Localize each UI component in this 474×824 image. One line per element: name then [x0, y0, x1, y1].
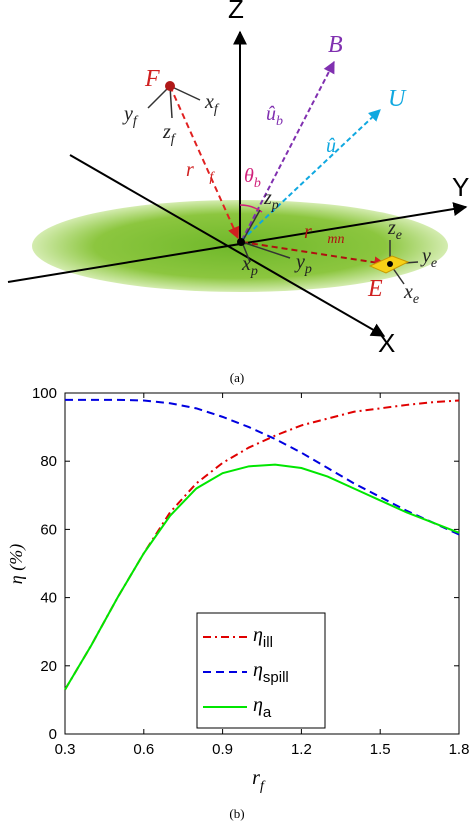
x-axis-label: rf [252, 767, 266, 794]
label: r⃗f [186, 159, 215, 185]
label: xe [403, 281, 419, 307]
label: X [378, 328, 395, 358]
label: θb [244, 165, 261, 191]
label: yf [122, 103, 139, 129]
aperture-disc [32, 200, 448, 292]
x-tick-label: 1.2 [291, 741, 312, 758]
legend-sub: spill [263, 669, 289, 686]
label: ze [387, 217, 402, 243]
y-tick-label: 100 [32, 385, 57, 402]
legend-label: ηa [253, 694, 272, 721]
legend [196, 612, 326, 729]
x-tick-label: 1.8 [449, 741, 470, 758]
element-point [387, 261, 393, 267]
label: xf [204, 91, 220, 117]
label: r⃗mn [304, 221, 344, 247]
label: yp [294, 251, 312, 277]
y-tick-label: 0 [49, 726, 57, 743]
caption: (a) [230, 370, 244, 385]
theta-arc [239, 204, 263, 213]
origin-point [237, 238, 245, 246]
label: zf [162, 121, 177, 147]
y-tick-label: 20 [40, 658, 57, 675]
ub-vector [241, 60, 335, 241]
legend-symbol: η [253, 624, 263, 646]
caption: (b) [229, 806, 244, 821]
label: U [388, 86, 407, 112]
label: Y [452, 172, 469, 202]
y-tick-label: 40 [40, 590, 57, 607]
y-axis [7, 202, 468, 283]
label: ye [420, 245, 437, 271]
label: B [328, 32, 343, 58]
y-tick-label: 80 [40, 453, 57, 470]
feed-point [165, 81, 175, 91]
label: E [367, 276, 383, 302]
label: zp [263, 187, 279, 213]
x-tick-label: 0.6 [133, 741, 154, 758]
y-axis-label: η (%) [6, 544, 27, 584]
legend-label: ηspill [253, 659, 289, 686]
x-axis [69, 154, 386, 337]
x-tick-label: 0.9 [212, 741, 233, 758]
label: xp [241, 253, 258, 279]
legend-sub: ill [263, 634, 273, 651]
rmn-vector [241, 241, 387, 269]
y-tick-label: 60 [40, 521, 57, 538]
series-line [64, 463, 460, 691]
legend-symbol: η [253, 694, 263, 716]
rf-vector [169, 85, 240, 240]
label: ûb [266, 103, 283, 129]
diagram: Z Y X B U F E xf yf zf ûb û r⃗f θb zp xp… [7, 0, 469, 385]
x-tick-label: 0.3 [55, 741, 76, 758]
label: F [144, 66, 160, 92]
series-line [65, 398, 460, 536]
legend-label: ηill [253, 624, 273, 651]
legend-symbol: η [253, 659, 263, 681]
label: û [326, 135, 336, 157]
legend-sub: a [263, 704, 272, 721]
label: Z [228, 0, 244, 24]
x-tick-label: 1.5 [370, 741, 391, 758]
